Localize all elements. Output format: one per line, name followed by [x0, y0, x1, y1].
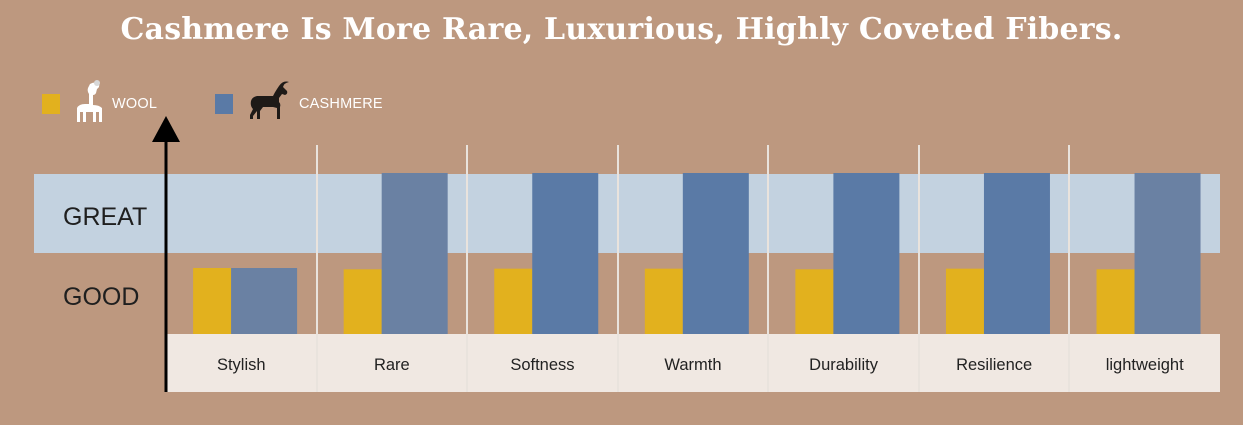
category-label: Rare	[374, 356, 410, 374]
category-label: Resilience	[956, 356, 1032, 374]
bar-wool-rare	[343, 269, 382, 334]
goat-icon	[241, 80, 295, 129]
bar-cashmere-warmth	[682, 173, 749, 334]
bar-wool-lightweight	[1096, 269, 1135, 334]
legend-swatch-wool	[42, 94, 60, 114]
legend-label-cashmere: CASHMERE	[299, 96, 383, 112]
bar-cashmere-resilience	[983, 173, 1050, 334]
category-label: Softness	[510, 356, 574, 374]
legend-item-cashmere: CASHMERE	[215, 80, 383, 129]
legend-label-wool: WOOL	[112, 96, 158, 112]
chart-title: Cashmere Is More Rare, Luxurious, Highly…	[120, 12, 1123, 47]
bar-cashmere-stylish	[231, 268, 298, 334]
bar-cashmere-rare	[381, 173, 448, 334]
y-axis-arrow	[152, 116, 180, 142]
level-label-good: GOOD	[63, 283, 139, 311]
bar-wool-durability	[795, 269, 834, 334]
legend-item-wool: WOOL	[42, 79, 158, 129]
category-label: Warmth	[664, 356, 721, 374]
category-label: Stylish	[217, 356, 266, 374]
bar-wool-warmth	[644, 268, 683, 334]
level-label-great: GREAT	[63, 203, 147, 231]
bar-cashmere-lightweight	[1134, 173, 1201, 334]
bar-wool-softness	[494, 268, 533, 334]
bar-cashmere-softness	[532, 173, 599, 334]
bar-cashmere-durability	[833, 173, 900, 334]
bar-wool-resilience	[945, 268, 984, 334]
legend-swatch-cashmere	[215, 94, 233, 114]
category-label: Durability	[809, 356, 879, 374]
sheep-icon	[68, 79, 108, 129]
category-strip	[166, 334, 1220, 392]
category-label: lightweight	[1106, 356, 1184, 374]
bar-wool-stylish	[193, 268, 232, 334]
